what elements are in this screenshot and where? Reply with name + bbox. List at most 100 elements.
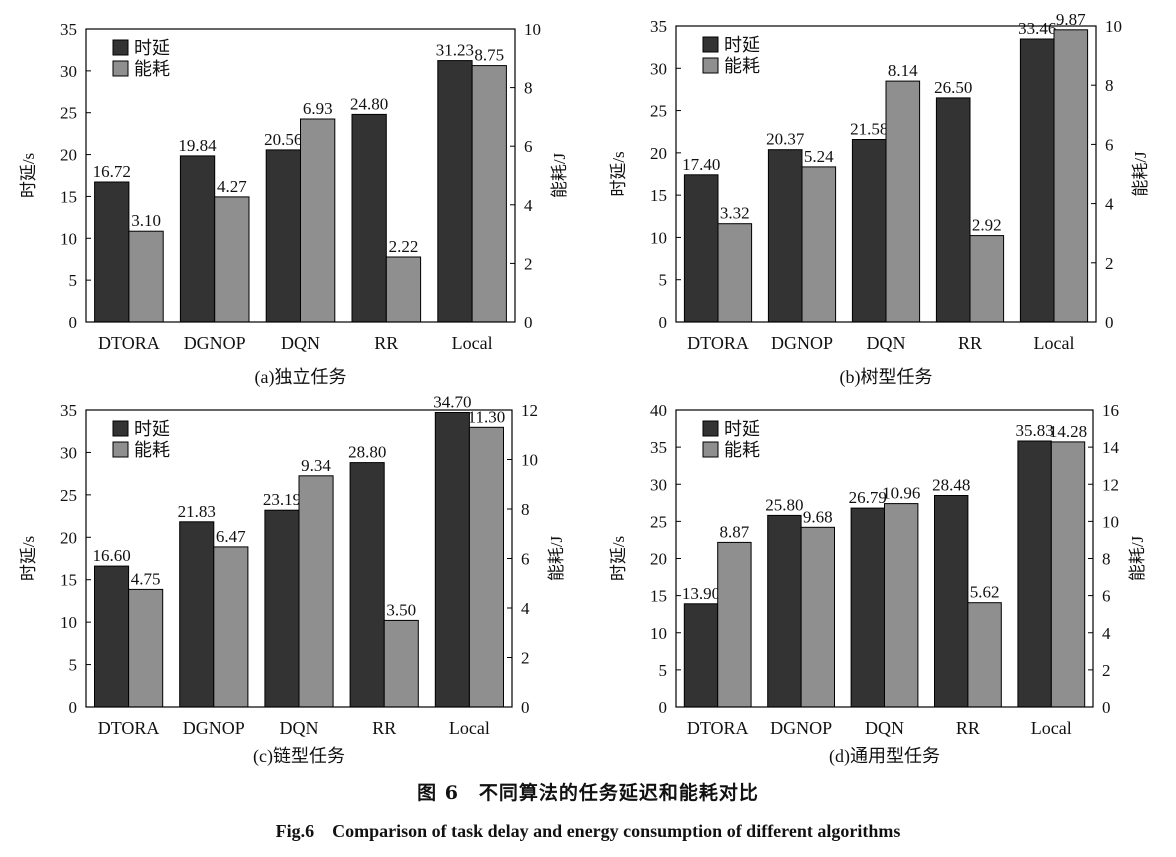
delay-bar-dqn xyxy=(851,139,887,323)
left-y-tick-label: 25 xyxy=(60,104,77,123)
legend-label-energy: 能耗 xyxy=(134,440,170,460)
energy-bar-dgnop xyxy=(214,196,250,323)
left-y-tick-label: 35 xyxy=(650,438,667,457)
delay-bar-rr xyxy=(351,113,387,323)
energy-bar-dqn xyxy=(884,503,919,708)
legend-label-delay: 时延 xyxy=(724,35,760,55)
legend-swatch-delay xyxy=(702,36,719,53)
delay-value-label-rr: 26.50 xyxy=(934,78,972,97)
x-tick-label-dtora: DTORA xyxy=(98,333,160,353)
x-tick-label-local: Local xyxy=(449,718,490,738)
energy-bar-dgnop xyxy=(800,526,835,708)
panel-caption: (b)树型任务 xyxy=(840,367,933,388)
x-tick-label-dqn: DQN xyxy=(865,718,904,738)
energy-value-label-dqn: 9.34 xyxy=(301,456,331,475)
energy-value-label-local: 8.75 xyxy=(474,46,504,65)
energy-bar-dqn xyxy=(298,475,334,708)
x-tick-label-local: Local xyxy=(1031,718,1072,738)
energy-value-label-dtora: 8.87 xyxy=(720,522,750,541)
energy-value-label-dtora: 3.10 xyxy=(131,211,161,230)
left-y-tick-label: 30 xyxy=(60,443,77,462)
delay-bar-dtora xyxy=(683,603,719,708)
energy-value-label-local: 11.30 xyxy=(468,407,506,426)
chart-panel-1: 16.72 3.10 DTORA 19.84 4.27 DGNOP 20.566.93 DQN… xyxy=(19,20,569,388)
left-y-tick-label: 30 xyxy=(650,475,667,494)
energy-value-label-dgnop: 4.27 xyxy=(217,177,247,196)
legend-swatch-energy xyxy=(112,441,129,458)
right-y-tick-label: 0 xyxy=(1105,313,1114,332)
left-y-tick-label: 5 xyxy=(659,271,668,290)
left-y-tick-label: 30 xyxy=(650,59,667,78)
right-y-tick-label: 0 xyxy=(521,698,530,717)
right-y-tick-label: 4 xyxy=(524,196,533,215)
delay-value-label-rr: 28.80 xyxy=(348,443,386,462)
energy-bar-dtora xyxy=(717,223,753,323)
left-y-tick-label: 20 xyxy=(60,528,77,547)
left-y-tick-label: 30 xyxy=(60,62,77,81)
x-tick-label-dgnop: DGNOP xyxy=(770,718,832,738)
right-y-tick-label: 4 xyxy=(1105,195,1114,214)
x-tick-label-rr: RR xyxy=(374,333,398,353)
left-axis-title: 时延/s xyxy=(19,153,38,198)
left-y-tick-label: 0 xyxy=(69,313,78,332)
delay-value-label-local: 31.23 xyxy=(436,41,474,60)
delay-value-label-dqn: 23.19 xyxy=(263,490,301,509)
energy-value-label-rr: 2.92 xyxy=(972,216,1002,235)
legend-label-energy: 能耗 xyxy=(134,59,170,79)
right-axis-title: 能耗/J xyxy=(550,152,569,198)
right-y-tick-label: 0 xyxy=(524,313,533,332)
right-axis-title: 能耗/J xyxy=(1131,151,1150,197)
left-y-tick-label: 5 xyxy=(659,661,668,680)
delay-bar-local xyxy=(1019,38,1055,323)
panel-caption: (a)独立任务 xyxy=(255,367,347,388)
delay-value-label-local: 33.46 xyxy=(1018,19,1056,38)
delay-value-label-dgnop: 20.37 xyxy=(766,130,805,149)
delay-value-label-dgnop: 21.83 xyxy=(178,502,216,521)
energy-bar-local xyxy=(1050,441,1086,708)
figure-canvas: 16.72 3.10 DTORA 19.84 4.27 DGNOP 20.566.93 DQN… xyxy=(19,10,1150,767)
right-y-tick-label: 8 xyxy=(1102,550,1111,569)
left-y-tick-label: 10 xyxy=(60,229,77,248)
left-axis-title: 时延/s xyxy=(609,536,628,581)
left-y-tick-label: 20 xyxy=(60,146,77,165)
x-tick-label-rr: RR xyxy=(372,718,396,738)
right-y-tick-label: 2 xyxy=(1102,661,1111,680)
x-tick-label-dgnop: DGNOP xyxy=(184,333,246,353)
delay-value-label-local: 34.70 xyxy=(433,393,471,412)
left-y-tick-label: 10 xyxy=(650,228,667,247)
delay-bar-dgnop xyxy=(767,514,802,708)
right-y-tick-label: 12 xyxy=(1102,475,1119,494)
right-y-tick-label: 2 xyxy=(521,649,530,668)
right-y-tick-label: 6 xyxy=(1105,135,1114,154)
right-y-tick-label: 2 xyxy=(1105,254,1114,273)
panel-caption: (d)通用型任务 xyxy=(829,746,940,767)
right-y-tick-label: 10 xyxy=(1105,17,1122,36)
left-y-tick-label: 35 xyxy=(60,401,77,420)
energy-bar-rr xyxy=(967,602,1002,708)
delay-value-label-rr: 24.80 xyxy=(350,94,388,113)
delay-value-label-dtora: 17.40 xyxy=(682,155,720,174)
energy-value-label-local: 14.28 xyxy=(1049,422,1087,441)
energy-bar-dtora xyxy=(128,230,164,323)
x-tick-label-dqn: DQN xyxy=(280,718,319,738)
delay-value-label-dgnop: 19.84 xyxy=(178,136,217,155)
left-y-tick-label: 35 xyxy=(650,17,667,36)
delay-bar-rr xyxy=(935,97,971,323)
delay-value-label-dtora: 16.60 xyxy=(92,546,130,565)
delay-bar-local xyxy=(1017,440,1052,708)
right-y-tick-label: 2 xyxy=(524,254,533,273)
energy-bar-local xyxy=(468,426,504,708)
delay-bar-dqn xyxy=(850,507,885,708)
energy-bar-rr xyxy=(383,619,419,708)
right-y-tick-label: 14 xyxy=(1102,438,1120,457)
x-tick-label-local: Local xyxy=(452,333,493,353)
right-y-tick-label: 6 xyxy=(524,137,533,156)
plot-frame xyxy=(675,25,1097,323)
left-axis-title: 时延/s xyxy=(609,151,628,196)
delay-bar-dtora xyxy=(683,174,719,323)
legend-label-delay: 时延 xyxy=(134,419,170,439)
left-y-tick-label: 25 xyxy=(650,102,667,121)
delay-bar-dqn xyxy=(264,509,300,708)
left-y-tick-label: 5 xyxy=(69,656,78,675)
